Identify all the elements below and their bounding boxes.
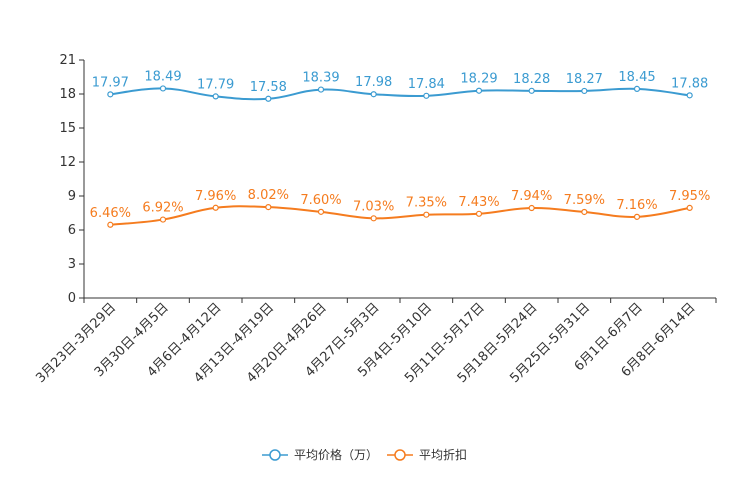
series-1: 17.97 18.49 17.79 17.58 18.39 17.98 17.84 18.29… [92, 69, 708, 102]
chart-legend[interactable]: 平均价格（万） 平均折扣 [262, 447, 467, 462]
data-label: 18.28 [513, 72, 550, 87]
y-tick-label: 9 [68, 189, 76, 204]
data-label: 17.84 [408, 77, 445, 92]
data-label: 18.49 [144, 69, 181, 84]
data-point[interactable] [423, 211, 430, 218]
data-label: 7.43% [458, 195, 499, 210]
data-point[interactable] [265, 95, 272, 102]
data-point[interactable] [370, 215, 377, 222]
data-point[interactable] [686, 204, 693, 211]
legend-label: 平均折扣 [419, 447, 467, 462]
y-tick-label: 6 [68, 223, 76, 238]
data-point[interactable] [475, 210, 483, 217]
data-label: 17.98 [355, 75, 392, 90]
data-point[interactable] [528, 204, 535, 212]
data-label: 7.95% [669, 189, 710, 204]
data-point[interactable] [686, 92, 693, 99]
legend-item-1[interactable]: 平均价格（万） [262, 447, 378, 462]
data-label: 7.59% [564, 193, 605, 208]
data-point[interactable] [159, 216, 167, 223]
data-point[interactable] [212, 204, 219, 211]
y-tick-label: 12 [59, 155, 76, 170]
data-label: 6.46% [90, 206, 131, 221]
data-label: 8.02% [248, 188, 289, 203]
y-tick-label: 21 [59, 53, 76, 68]
data-point[interactable] [317, 86, 325, 93]
data-label: 7.96% [195, 189, 236, 204]
data-point[interactable] [107, 221, 114, 228]
data-label: 7.16% [616, 198, 657, 213]
data-label: 17.88 [671, 76, 708, 91]
data-label: 17.79 [197, 77, 234, 92]
data-label: 7.60% [300, 193, 341, 208]
y-tick-label: 15 [59, 121, 76, 136]
y-tick-label: 3 [68, 257, 76, 272]
data-point[interactable] [581, 87, 588, 95]
legend-marker-icon [394, 449, 406, 461]
series-line [110, 87, 690, 101]
data-point[interactable] [423, 92, 430, 99]
chart-series: 17.97 18.49 17.79 17.58 18.39 17.98 17.84 18.29… [90, 69, 710, 228]
data-label: 18.45 [618, 70, 655, 85]
legend-marker-icon [269, 449, 281, 461]
series-line [110, 205, 690, 226]
data-label: 6.92% [142, 201, 183, 216]
series-2: 6.46% 6.92% 7.96% 8.02% 7.60% 7.03% 7.35% 7.43%… [90, 188, 710, 228]
data-label: 18.29 [460, 72, 497, 87]
data-label: 18.27 [566, 72, 603, 87]
data-point[interactable] [107, 91, 114, 98]
data-point[interactable] [317, 208, 325, 215]
data-label: 18.39 [302, 71, 339, 86]
legend-label: 平均价格（万） [294, 447, 378, 462]
data-point[interactable] [633, 213, 641, 220]
data-point[interactable] [212, 93, 219, 100]
data-label: 17.58 [250, 80, 287, 95]
data-point[interactable] [159, 85, 167, 92]
data-label: 17.97 [92, 75, 129, 90]
data-label: 7.94% [511, 189, 552, 204]
y-tick-label: 18 [59, 87, 76, 102]
data-point[interactable] [581, 208, 588, 216]
data-point[interactable] [370, 91, 377, 98]
y-tick-label: 0 [68, 291, 76, 306]
data-label: 7.35% [406, 196, 447, 211]
data-point[interactable] [633, 85, 641, 93]
data-point[interactable] [475, 87, 483, 94]
data-point[interactable] [265, 204, 272, 211]
data-label: 7.03% [353, 199, 394, 214]
legend-item-2[interactable]: 平均折扣 [387, 447, 467, 462]
data-point[interactable] [528, 87, 535, 94]
